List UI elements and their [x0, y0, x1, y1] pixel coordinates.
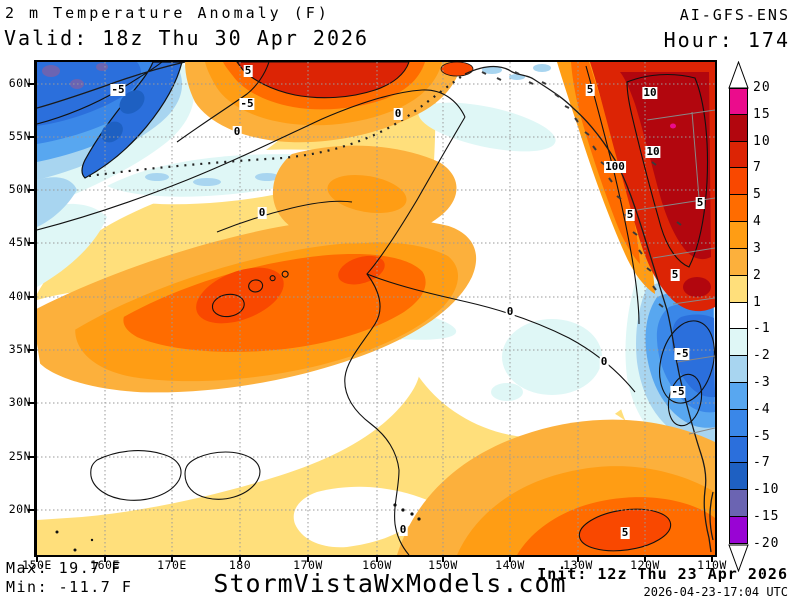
- min-value: Min: -11.7 F: [6, 578, 133, 596]
- lon-tick: [171, 557, 173, 562]
- lat-label: 20N: [8, 502, 31, 516]
- colorbar-level-label: 15: [753, 106, 771, 122]
- colorbar-level-label: -3: [753, 375, 771, 391]
- colorbar-cell: [729, 247, 748, 276]
- generated-timestamp: 2026-04-23-17:04 UTC: [643, 585, 789, 599]
- colorbar-cell: [729, 274, 748, 303]
- colorbar-cell: [729, 221, 748, 249]
- colorbar-arrow: [728, 61, 749, 89]
- lon-tick: [509, 557, 511, 562]
- colorbar-cell: [729, 167, 748, 196]
- lon-tick: [239, 557, 241, 562]
- colorbar-level-label: 7: [753, 160, 762, 176]
- colorbar-level-label: 4: [753, 214, 762, 230]
- forecast-hour: Hour: 174: [663, 28, 790, 52]
- colorbar-cell: [729, 140, 748, 169]
- colorbar-level-label: 5: [753, 187, 762, 203]
- colorbar-cell: [729, 355, 748, 383]
- colorbar-cell: [729, 408, 748, 437]
- colorbar-level-label: -1: [753, 321, 771, 337]
- colorbar-cell: [729, 88, 748, 115]
- max-value: Max: 19.7 F: [6, 559, 122, 577]
- colorbar-cell: [729, 382, 748, 410]
- colorbar-cell: [729, 516, 748, 544]
- lat-label: 45N: [8, 235, 31, 249]
- colorbar-cell: [729, 462, 748, 491]
- colorbar-level-label: -4: [753, 401, 771, 417]
- colorbar-cell: [729, 113, 748, 142]
- lon-tick: [442, 557, 444, 562]
- lat-label: 25N: [8, 449, 31, 463]
- colorbar-level-label: -20: [753, 535, 780, 551]
- colorbar-cell: [729, 301, 748, 330]
- colorbar-level-label: 2: [753, 267, 762, 283]
- model-name: AI-GFS-ENS: [679, 6, 790, 24]
- colorbar-level-label: 3: [753, 240, 762, 256]
- lon-tick: [711, 557, 713, 562]
- lat-label: 40N: [8, 289, 31, 303]
- init-time: Init: 12z Thu 23 Apr 2026: [537, 565, 788, 583]
- colorbar-cell: [729, 489, 748, 518]
- map-canvas: [34, 60, 717, 557]
- valid-time: Valid: 18z Thu 30 Apr 2026: [4, 26, 370, 50]
- colorbar-level-label: -7: [753, 455, 771, 471]
- colorbar-cell: [729, 435, 748, 464]
- lon-tick: [644, 557, 646, 562]
- colorbar-level-label: -10: [753, 482, 780, 498]
- colorbar-level-label: 10: [753, 133, 771, 149]
- colorbar-level-label: -5: [753, 428, 771, 444]
- colorbar-cell: [729, 194, 748, 223]
- lat-label: 55N: [8, 129, 31, 143]
- lat-label: 35N: [8, 342, 31, 356]
- page-title: 2 m Temperature Anomaly (F): [5, 4, 330, 22]
- lat-label: 30N: [8, 395, 31, 409]
- colorbar-level-label: 1: [753, 294, 762, 310]
- colorbar-level-label: 20: [753, 80, 771, 95]
- lon-tick: [577, 557, 579, 562]
- lat-label: 60N: [8, 76, 31, 90]
- colorbar-level-label: -2: [753, 348, 771, 364]
- lat-label: 50N: [8, 182, 31, 196]
- colorbar-cell: [729, 328, 748, 357]
- colorbar-level-label: -15: [753, 509, 780, 525]
- site-watermark: StormVistaWxModels.com: [213, 569, 567, 598]
- lon-tick: [307, 557, 309, 562]
- anomaly-map-art: [37, 62, 715, 555]
- lon-tick: [376, 557, 378, 562]
